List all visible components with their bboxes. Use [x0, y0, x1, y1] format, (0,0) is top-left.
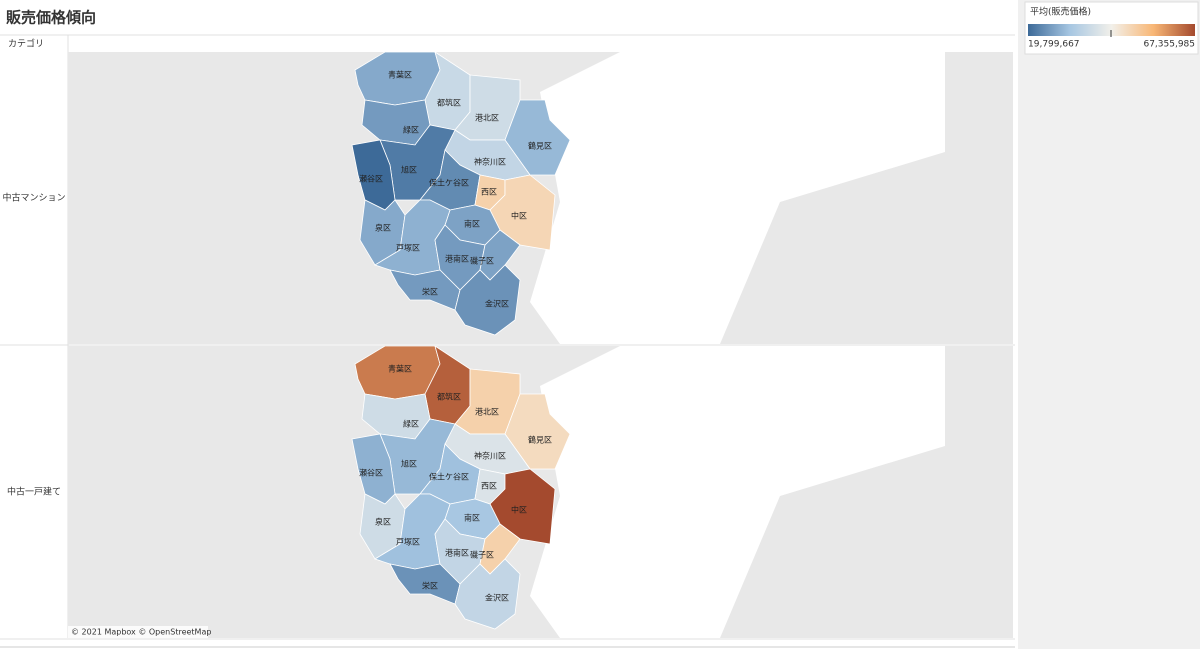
- ward-label: 保土ケ谷区: [429, 178, 469, 188]
- legend-min: 19,799,667: [1028, 40, 1080, 50]
- ward-label: 旭区: [401, 459, 417, 469]
- ward-label: 泉区: [375, 517, 391, 527]
- ward-label: 栄区: [422, 287, 438, 297]
- ward-label: 鶴見区: [528, 141, 552, 151]
- sea: [530, 52, 945, 344]
- ward-label: 戸塚区: [396, 244, 420, 253]
- ward-label: 磯子区: [470, 256, 494, 266]
- title: 販売価格傾向: [6, 9, 96, 27]
- sea: [530, 346, 945, 638]
- ward-label: 保土ケ谷区: [429, 472, 469, 482]
- ward-label: 中区: [511, 211, 527, 221]
- ward-label: 南区: [464, 513, 480, 523]
- ward: [454, 558, 521, 630]
- ward-label: 神奈川区: [474, 451, 506, 461]
- attribution: © 2021 Mapbox © OpenStreetMap: [71, 628, 211, 637]
- ward-label: 金沢区: [485, 299, 509, 309]
- legend-max: 67,355,985: [1143, 40, 1195, 50]
- ward-label: 旭区: [401, 165, 417, 175]
- ward-label: 神奈川区: [474, 157, 506, 167]
- ward-label: 青葉区: [388, 70, 412, 80]
- ward-label: 緑区: [403, 419, 419, 429]
- ward-label: 瀬谷区: [359, 468, 383, 478]
- ward-label: 緑区: [403, 125, 419, 135]
- row-header: カテゴリ: [8, 38, 44, 50]
- ward-label: 中区: [511, 505, 527, 515]
- ward-label: 港北区: [475, 113, 499, 123]
- ward-label: 都筑区: [437, 98, 461, 108]
- row-label: 中古マンション: [2, 192, 65, 204]
- ward-label: 港南区: [445, 254, 469, 264]
- ward-label: 南区: [464, 219, 480, 229]
- legend-title: 平均(販売価格): [1030, 6, 1091, 18]
- attribution-bg: [68, 626, 208, 638]
- ward-label: 西区: [481, 482, 497, 491]
- ward-label: 港南区: [445, 548, 469, 558]
- row-label: 中古一戸建て: [7, 486, 61, 498]
- side-panel: [1018, 0, 1200, 649]
- ward-label: 青葉区: [388, 364, 412, 374]
- ward-label: 栄区: [422, 581, 438, 591]
- ward-label: 金沢区: [485, 593, 509, 603]
- ward: [454, 264, 521, 336]
- ward-label: 戸塚区: [396, 538, 420, 547]
- ward-label: 都筑区: [437, 392, 461, 402]
- ward-label: 泉区: [375, 223, 391, 233]
- ward-label: 港北区: [475, 407, 499, 417]
- ward-label: 瀬谷区: [359, 174, 383, 184]
- ward-label: 鶴見区: [528, 435, 552, 445]
- ward-label: 磯子区: [470, 550, 494, 560]
- ward-label: 西区: [481, 188, 497, 197]
